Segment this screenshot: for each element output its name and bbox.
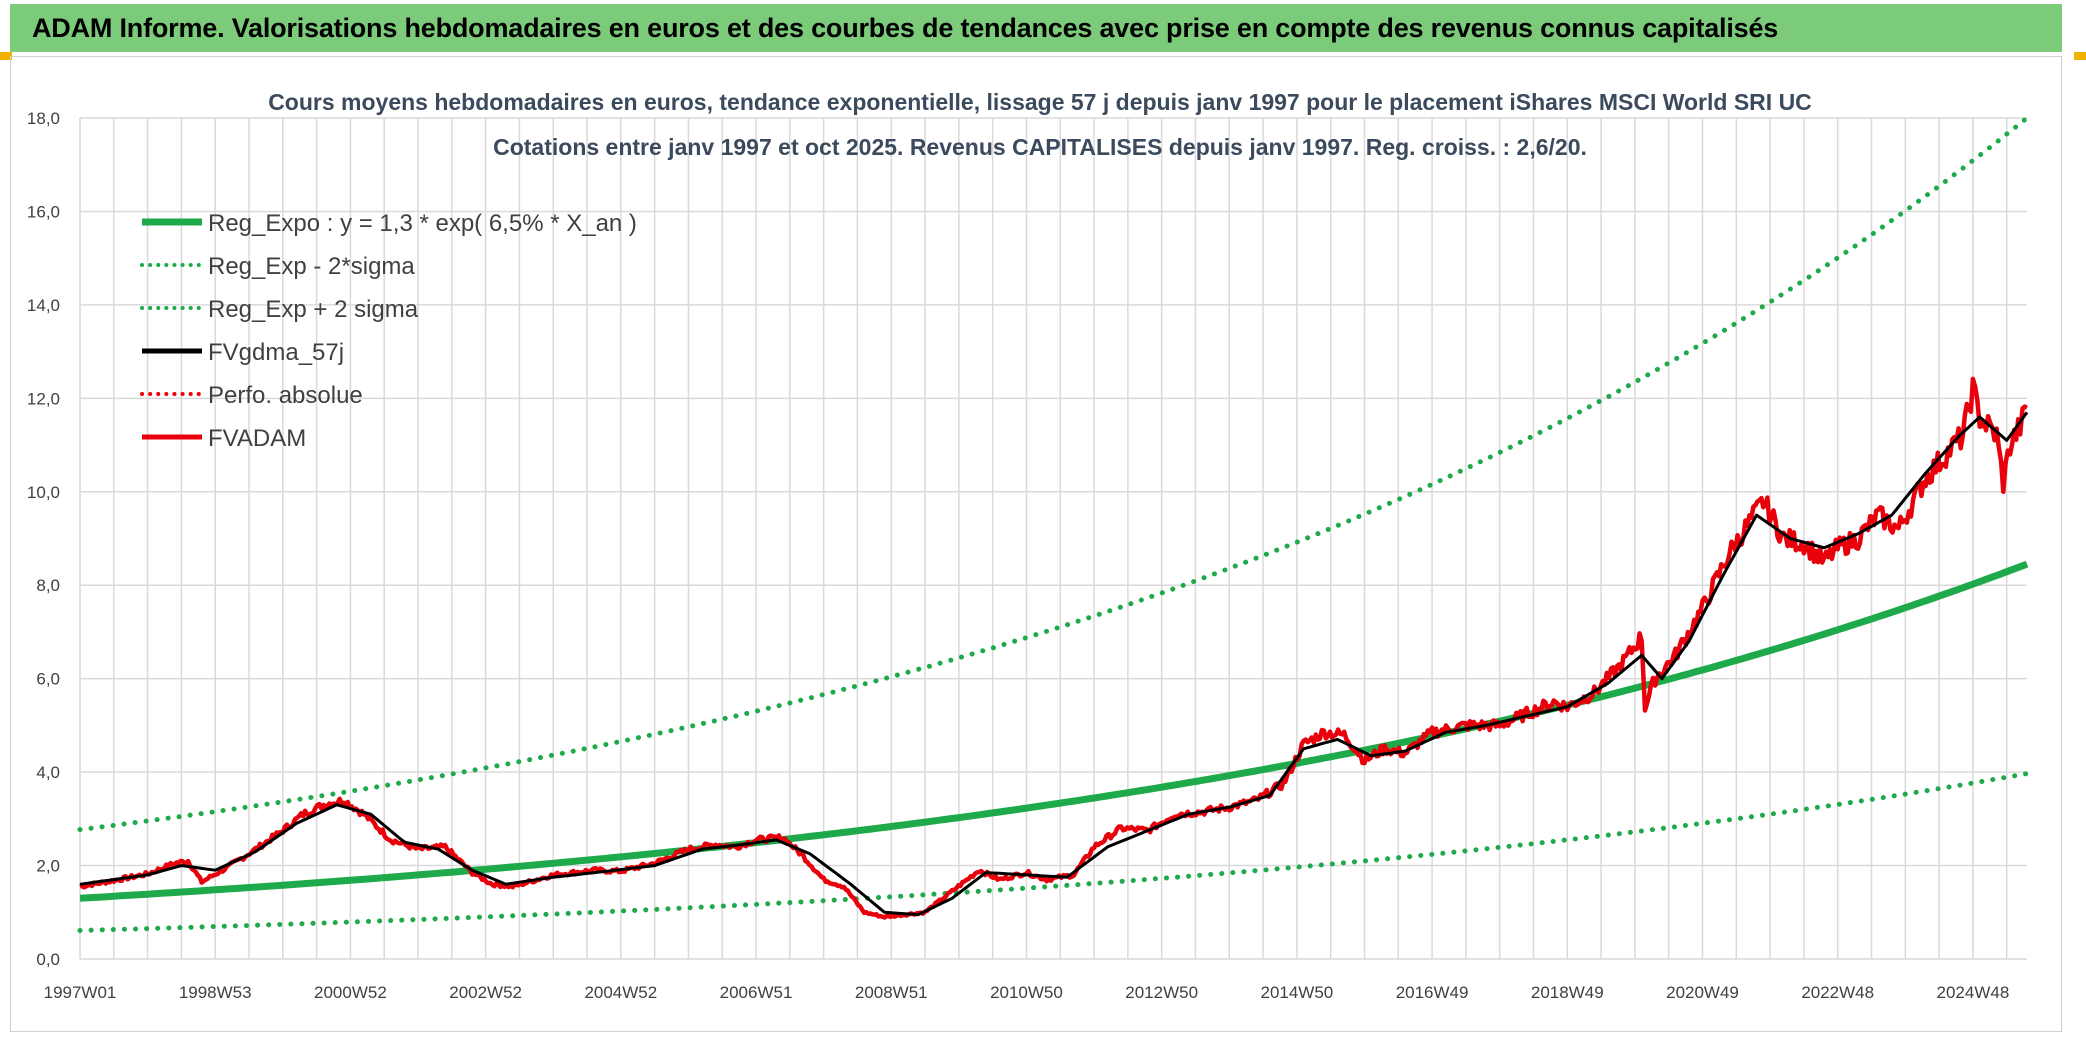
legend-label: Reg_Expo : y = 1,3 * exp( 6,5% * X_an ) bbox=[208, 210, 637, 237]
y-tick-label: 4,0 bbox=[36, 763, 60, 782]
y-tick-label: 16,0 bbox=[27, 202, 60, 221]
corner-right bbox=[2074, 52, 2086, 60]
chart-legend: Reg_Expo : y = 1,3 * exp( 6,5% * X_an ) R… bbox=[140, 210, 637, 452]
x-tick-label: 2014W50 bbox=[1260, 983, 1333, 1002]
x-tick-label: 2020W49 bbox=[1666, 983, 1739, 1002]
y-tick-label: 8,0 bbox=[36, 576, 60, 595]
y-tick-label: 14,0 bbox=[27, 296, 60, 315]
legend-label: FVADAM bbox=[208, 425, 306, 452]
reg-exp-minus-2sigma-line bbox=[77, 771, 2030, 933]
x-tick-label: 1998W53 bbox=[179, 983, 252, 1002]
page-title: ADAM Informe. Valorisations hebdomadaire… bbox=[32, 12, 1779, 43]
chart-grid bbox=[79, 117, 2027, 960]
chart-frame bbox=[10, 56, 2062, 1032]
legend-label: Reg_Exp - 2*sigma bbox=[208, 253, 415, 280]
fvadam-line bbox=[79, 376, 2028, 920]
legend-label: Reg_Exp + 2 sigma bbox=[208, 296, 419, 323]
x-tick-label: 2008W51 bbox=[855, 983, 928, 1002]
y-tick-label: 18,0 bbox=[27, 109, 60, 128]
x-tick-label: 2000W52 bbox=[314, 983, 387, 1002]
reg-expo-line bbox=[79, 560, 2029, 902]
y-tick-label: 12,0 bbox=[27, 389, 60, 408]
fvgdma-57j-line bbox=[79, 411, 2029, 917]
x-tick-label: 2004W52 bbox=[584, 983, 657, 1002]
legend-label: FVgdma_57j bbox=[208, 339, 344, 366]
x-tick-label: 2012W50 bbox=[1125, 983, 1198, 1002]
chart-title-line1: Cours moyens hebdomadaires en euros, ten… bbox=[268, 89, 1812, 115]
y-tick-label: 6,0 bbox=[36, 670, 60, 689]
legend-label: Perfo. absolue bbox=[208, 382, 363, 409]
y-tick-label: 2,0 bbox=[36, 857, 60, 876]
x-tick-labels: 1997W01 1998W53 2000W52 2002W52 2004W52 2006W… bbox=[44, 983, 2010, 1002]
y-tick-label: 0,0 bbox=[36, 950, 60, 969]
x-tick-label: 2018W49 bbox=[1531, 983, 1604, 1002]
y-tick-labels: 0,0 2,0 4,0 6,0 8,0 10,0 12,0 14,0 16,0 18,0 bbox=[27, 109, 60, 969]
x-tick-label: 2006W51 bbox=[720, 983, 793, 1002]
x-tick-label: 2002W52 bbox=[449, 983, 522, 1002]
y-tick-label: 10,0 bbox=[27, 483, 60, 502]
header-banner: ADAM Informe. Valorisations hebdomadaire… bbox=[10, 4, 2062, 52]
chart-series bbox=[77, 115, 2030, 933]
x-tick-label: 2010W50 bbox=[990, 983, 1063, 1002]
chart-title-line2: Cotations entre janv 1997 et oct 2025. R… bbox=[493, 134, 1587, 160]
x-tick-label: 2022W48 bbox=[1801, 983, 1874, 1002]
corner-left bbox=[0, 52, 12, 60]
x-tick-label: 2016W49 bbox=[1396, 983, 1469, 1002]
x-tick-label: 1997W01 bbox=[44, 983, 117, 1002]
x-tick-label: 2024W48 bbox=[1937, 983, 2010, 1002]
